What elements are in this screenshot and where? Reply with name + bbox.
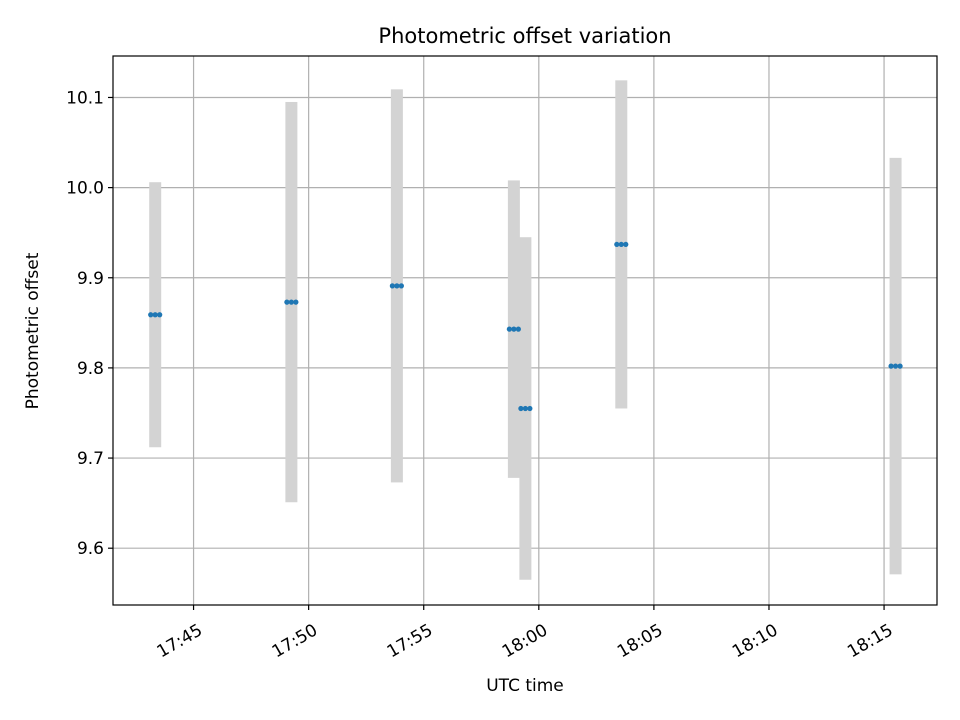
data-point — [888, 363, 903, 369]
data-point-marker — [288, 299, 294, 305]
data-point — [284, 299, 299, 305]
data-point-marker — [398, 283, 404, 289]
data-point-marker — [897, 363, 903, 369]
y-axis: 9.6 9.7 9.8 9.9 10.0 10.1 — [66, 88, 113, 559]
data-point — [518, 405, 533, 412]
data-point-marker — [389, 283, 395, 289]
data-point-marker — [511, 326, 517, 332]
y-tick-label: 10.1 — [66, 88, 104, 108]
y-tick-label: 9.9 — [77, 269, 104, 289]
data-point — [506, 326, 521, 332]
data-points — [148, 241, 903, 412]
data-point — [614, 241, 629, 248]
y-axis-title: Photometric offset — [23, 252, 43, 409]
data-point-marker — [157, 312, 163, 318]
data-point-marker — [152, 312, 158, 318]
data-point-marker — [515, 326, 521, 332]
data-point-marker — [618, 241, 624, 248]
data-point-marker — [522, 405, 528, 412]
y-tick-label: 9.6 — [77, 539, 104, 559]
data-point-marker — [614, 241, 620, 248]
y-tick-label: 10.0 — [66, 179, 104, 199]
data-point-marker — [892, 363, 899, 369]
plot-frame — [112, 55, 938, 606]
data-point-marker — [293, 299, 299, 305]
data-point-marker — [527, 405, 533, 412]
y-tick-label: 9.7 — [77, 449, 104, 469]
data-point-marker — [394, 283, 400, 289]
x-axis-title: UTC time — [486, 676, 564, 696]
data-point — [389, 283, 404, 289]
y-tick-label: 9.8 — [77, 359, 104, 379]
data-point-marker — [148, 312, 154, 318]
data-point-marker — [284, 299, 290, 305]
data-point-marker — [518, 405, 524, 412]
chart-title: Photometric offset variation — [378, 24, 671, 48]
data-point — [148, 312, 163, 318]
data-point-marker — [506, 326, 512, 332]
data-point-marker — [888, 363, 894, 369]
data-point-marker — [623, 241, 629, 248]
